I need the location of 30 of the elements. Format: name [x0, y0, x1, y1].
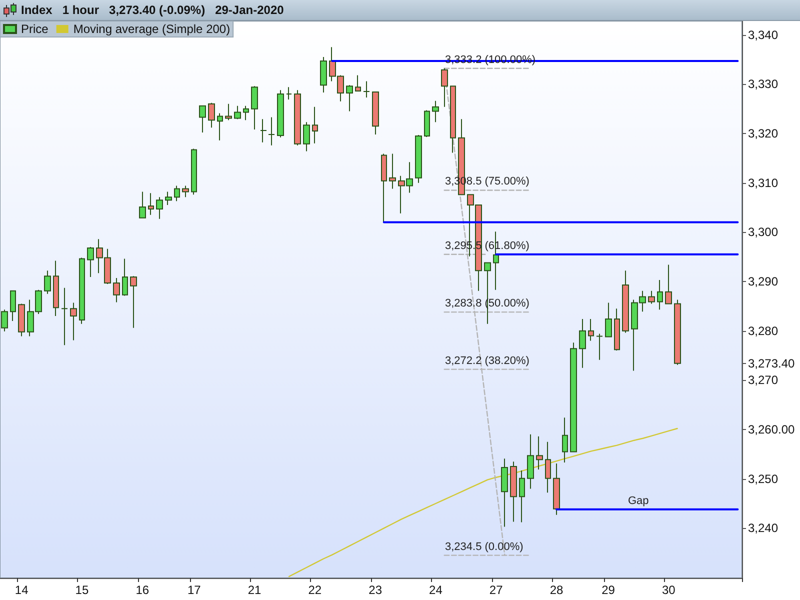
x-tick-label: 28: [550, 583, 564, 597]
x-tick-label: 14: [14, 583, 29, 597]
y-tick-label: 3,280: [748, 324, 778, 338]
x-tick-label: 23: [368, 583, 382, 597]
annotation: 3,272.2 (38.20%): [445, 354, 530, 367]
x-tick-label: 22: [308, 583, 322, 597]
y-tick-label: 3,270: [748, 373, 778, 388]
x-tick-label: 17: [187, 583, 202, 597]
y-tick-label: 3,250: [748, 472, 778, 486]
y-tick-label: 3,273.40: [748, 356, 796, 370]
annotation: Gap: [628, 494, 649, 507]
y-tick-label: 3,260.00: [748, 422, 796, 436]
x-tick-label: 30: [662, 583, 676, 597]
y-tick-label: 3,330: [748, 77, 778, 92]
legend-label: Moving average (Simple 200): [73, 22, 230, 36]
y-tick-label: 3,320: [748, 126, 778, 140]
y-tick-label: 3,300: [748, 225, 778, 240]
legend-label: Price: [21, 22, 49, 36]
x-tick-label: 27: [489, 583, 504, 597]
annotation: 3,234.5 (0.00%): [445, 540, 524, 553]
x-tick-label: 21: [248, 583, 262, 597]
y-tick-label: 3,310: [748, 176, 778, 190]
x-tick-label: 15: [75, 583, 89, 597]
chart-title: Index 1 hour 3,273.40 (-0.09%) 29-Jan-2020: [21, 3, 284, 17]
y-tick-label: 3,290: [748, 274, 778, 288]
x-tick-label: 16: [136, 583, 150, 597]
y-tick-label: 3,340: [748, 28, 778, 42]
y-tick-label: 3,240: [748, 521, 778, 536]
x-tick-label: 29: [602, 583, 616, 597]
x-tick-label: 24: [429, 583, 443, 597]
